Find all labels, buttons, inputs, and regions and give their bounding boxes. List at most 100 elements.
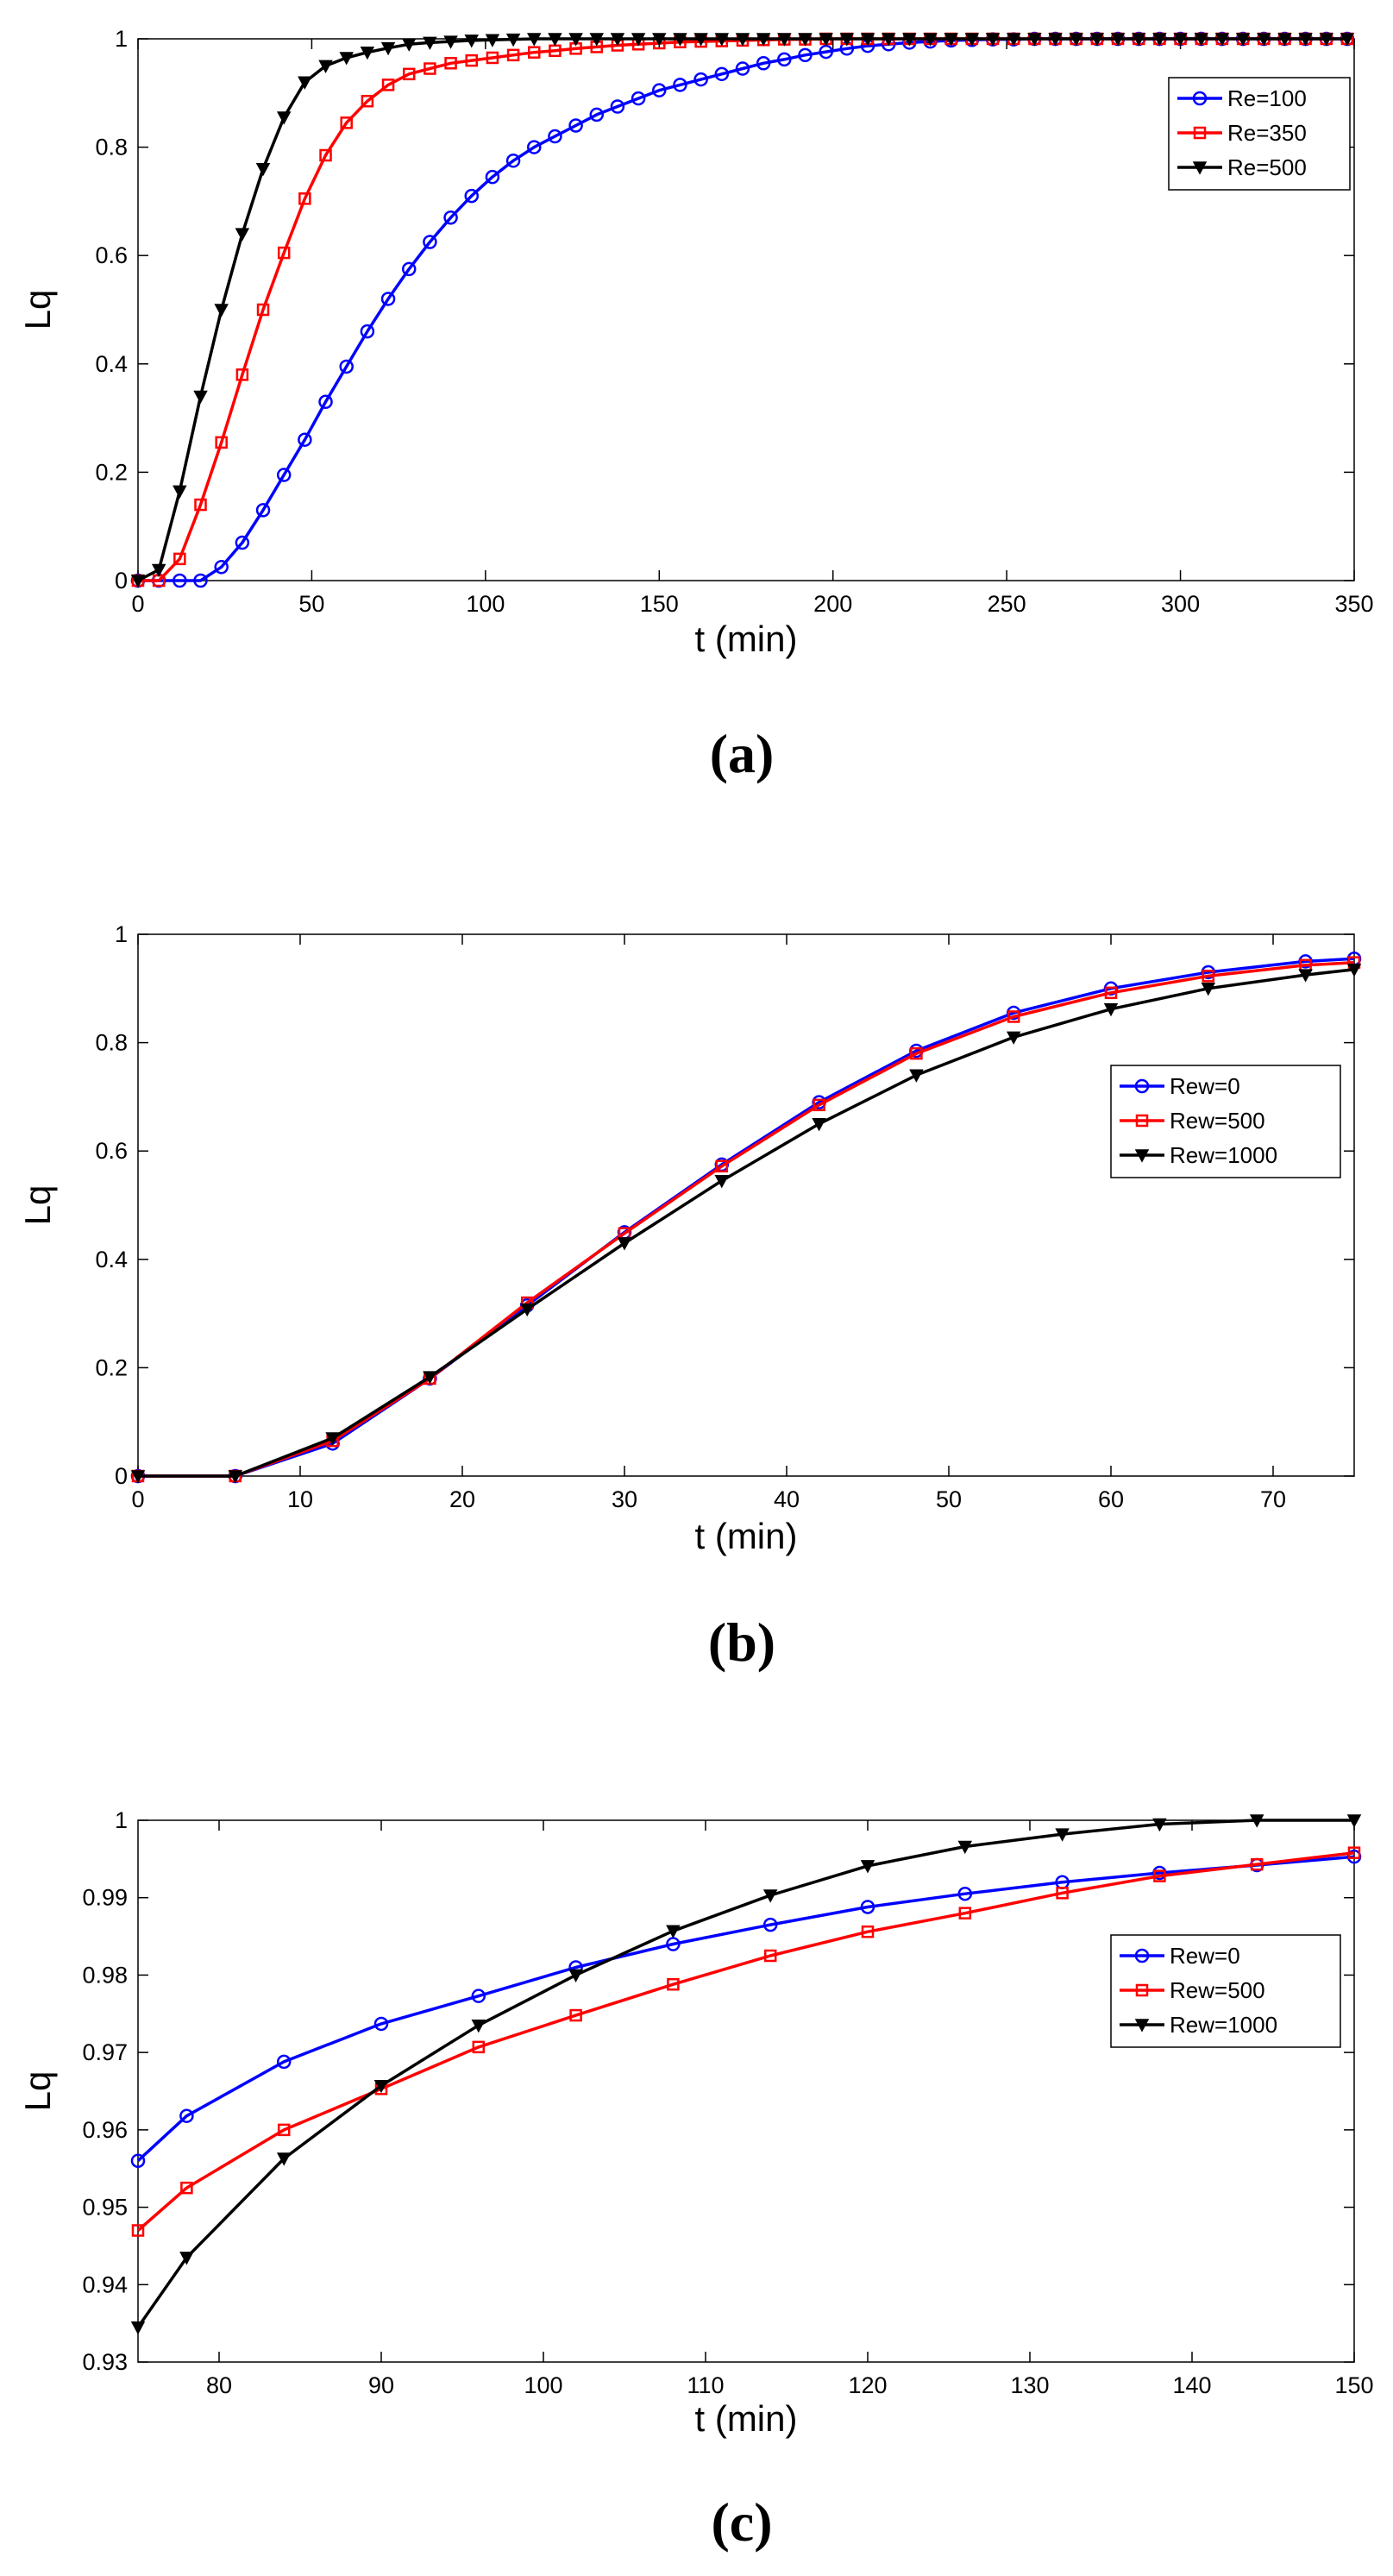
x-tick-label: 150 [1334,2372,1373,2398]
legend: Rew=0 Rew=500 Rew=1000 [1110,1065,1341,1178]
data-point [193,573,208,588]
data-point [735,61,750,76]
data-point [255,503,271,518]
legend: Re=100 Re=350 Re=500 [1168,77,1351,191]
data-point [276,468,292,482]
data-point [130,2153,146,2168]
x-axis-label: t (min) [695,2398,798,2439]
data-point [360,324,375,339]
data-point [1104,986,1118,1000]
data-point [617,1237,632,1251]
x-tick-label: 0 [131,591,144,617]
series-line [138,960,1355,1478]
data-point [985,33,1001,47]
data-point [423,235,437,249]
data-point [673,33,687,47]
data-point [235,368,249,381]
data-point [756,33,771,47]
data-point [909,1069,924,1083]
data-point [130,2321,146,2335]
data-point [756,56,771,71]
data-point [1048,33,1063,47]
y-tick-label: 0.97 [82,2039,128,2065]
data-point [235,535,250,550]
data-point [1214,33,1230,47]
x-tick-label: 130 [1010,2372,1049,2398]
x-tick-label: 30 [612,1486,637,1512]
data-point [910,1046,923,1060]
data-point [1110,33,1126,47]
series-rew-1000 [130,1814,1362,2335]
data-point [1249,1814,1264,1828]
x-tick-label: 50 [298,591,324,617]
data-point [839,33,855,47]
y-tick-label: 0.6 [95,242,128,268]
y-axis-label: Lq [17,2071,58,2112]
data-point [958,1907,972,1919]
data-point [423,36,437,50]
data-point [1257,33,1271,47]
x-axis-label: t (min) [695,619,798,659]
y-tick-label: 0.4 [95,351,128,377]
series-rew-1000 [130,964,1362,1484]
data-point [130,1470,146,1484]
data-point [1069,33,1083,47]
data-point [235,228,250,242]
data-point [471,1989,486,2003]
data-point [373,2016,389,2032]
data-point [610,33,625,47]
data-point [714,33,730,47]
y-tick-label: 0.94 [82,2271,128,2297]
data-point [465,53,478,67]
y-axis-label: Lq [17,1185,58,1226]
data-point [1006,1031,1021,1045]
y-tick-label: 0.99 [82,1885,128,1911]
data-point [1201,983,1216,996]
data-point [256,303,270,317]
data-point [714,66,730,82]
legend-marker [1135,1114,1149,1128]
y-tick-label: 0.4 [95,1247,128,1272]
data-point [319,148,332,162]
y-tick-label: 0.2 [95,459,128,485]
y-axis-label: Lq [17,290,58,330]
series-line [136,1819,1354,2328]
data-point [1131,33,1146,47]
data-point [568,1969,583,1983]
data-point [485,169,500,185]
data-point [443,35,458,49]
data-point [340,116,353,129]
data-point [568,33,583,47]
x-tick-label: 140 [1172,2372,1211,2398]
data-point [798,33,813,47]
y-tick-label: 0.8 [95,135,128,160]
data-point [1152,1818,1167,1832]
legend-label: Rew=1000 [1170,1142,1277,1168]
data-point [298,432,312,447]
data-point [1202,970,1215,983]
data-point [527,33,542,47]
data-point [373,2079,389,2094]
x-tick-label: 100 [466,591,505,617]
data-point [1347,1846,1361,1859]
data-point [402,67,416,81]
x-tick-label: 60 [1098,1486,1124,1512]
data-point [401,261,417,277]
x-tick-label: 200 [813,591,852,617]
data-point [666,1925,681,1938]
y-tick-label: 0.93 [82,2349,128,2375]
y-tick-label: 0.8 [95,1030,128,1056]
data-point [277,246,291,260]
data-point [652,33,667,47]
legend-label: Rew=0 [1170,1943,1240,1969]
data-point [693,33,708,47]
data-point [1235,33,1251,47]
data-point [735,33,750,47]
data-point [380,41,396,56]
data-point [528,46,541,59]
data-point [318,394,333,410]
data-point [777,33,792,47]
x-tick-label: 300 [1161,591,1200,617]
series-line [136,1850,1355,2232]
data-point [1346,964,1362,977]
